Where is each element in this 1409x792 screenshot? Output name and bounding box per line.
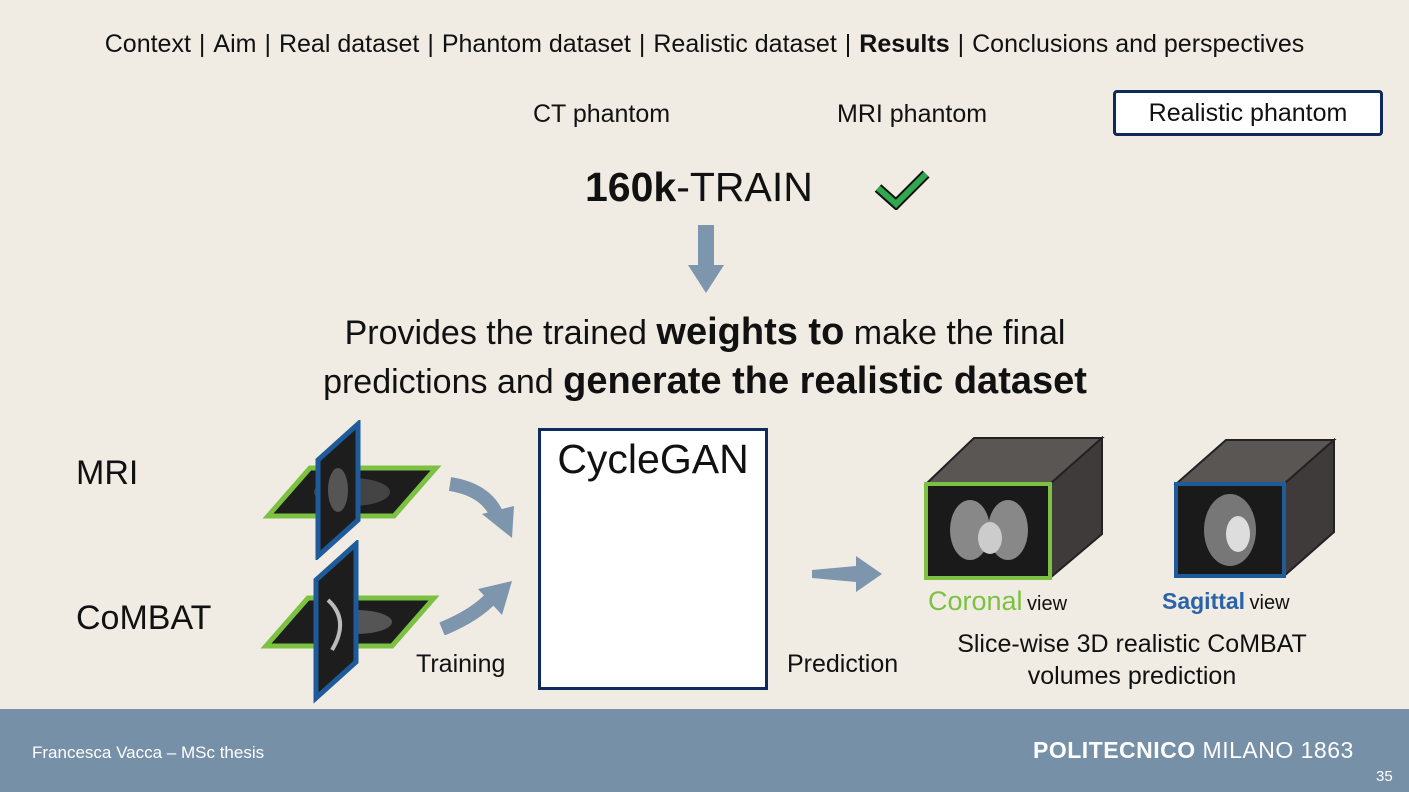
checkmark-icon [874,170,930,210]
nav-separator: | [638,30,646,58]
nav-item-results[interactable]: Results [859,30,950,58]
sagittal-view-label: view [1249,592,1290,614]
nav-item-realistic-dataset[interactable]: Realistic dataset [653,30,837,58]
cyclegan-label: CycleGAN [557,436,749,482]
train-label: 160k-TRAIN [585,164,813,211]
nav-item-real-dataset[interactable]: Real dataset [278,30,420,58]
nav-separator: | [198,30,206,58]
nav-separator: | [427,30,434,58]
provides-part-3: predictions and [323,363,564,401]
tab-realistic-label: Realistic phantom [1148,98,1348,127]
tab-realistic-phantom[interactable]: Realistic phantom [1113,90,1383,136]
logo-rest: MILANO 1863 [1195,737,1354,763]
university-logo: POLITECNICO MILANO 1863 [1033,737,1354,764]
combat-label: CoMBAT [76,599,212,637]
nav-item-conclusions[interactable]: Conclusions and perspectives [972,30,1305,58]
curved-arrow-bottom-icon [439,581,512,635]
training-label: Training [416,650,506,678]
tab-mri-phantom[interactable]: MRI phantom [837,100,988,128]
nav-item-context[interactable]: Context [104,30,191,58]
nav-separator: | [957,30,965,58]
coronal-view-label: view [1027,593,1068,615]
mri-label: MRI [76,454,139,492]
train-suffix: -TRAIN [676,164,813,210]
provides-bold-1: weights to [656,311,845,353]
nav-item-phantom-dataset[interactable]: Phantom dataset [441,30,631,58]
combat-slices-icon [260,540,440,704]
result-caption-line-2: volumes prediction [1027,662,1237,690]
provides-part-1: Provides the trained [344,314,657,352]
coronal-volume-icon [923,435,1105,581]
cyclegan-box [538,428,768,690]
train-count: 160k [585,164,677,210]
result-caption-line-1: Slice-wise 3D realistic CoMBAT [957,630,1307,658]
sagittal-volume-icon [1173,437,1337,579]
nav-separator: | [844,30,852,58]
page-number: 35 [1376,768,1393,785]
footer-bar [0,709,1409,792]
down-arrow-icon [688,225,724,293]
right-arrow-icon [812,556,882,592]
author-label: Francesca Vacca – MSc thesis [32,743,265,762]
coronal-caption: Coronal view [928,586,1067,617]
sagittal-label: Sagittal [1162,588,1246,614]
nav-separator: | [264,30,271,58]
provides-bold-2: generate the realistic dataset [563,360,1087,402]
coronal-label: Coronal [928,586,1023,616]
tab-ct-phantom[interactable]: CT phantom [533,100,671,128]
nav-item-aim[interactable]: Aim [213,30,257,58]
sagittal-caption: Sagittal view [1162,588,1290,615]
logo-bold: POLITECNICO [1033,737,1196,763]
provides-part-2: make the final [844,314,1066,352]
mri-slices-icon [262,420,442,560]
prediction-label: Prediction [787,650,899,678]
result-caption: Slice-wise 3D realistic CoMBAT volumes p… [920,628,1344,692]
provides-text: Provides the trained weights to make the… [200,308,1210,406]
section-nav: Context | Aim | Real dataset | Phantom dataset… [0,30,1409,59]
curved-arrow-top-icon [448,477,514,538]
